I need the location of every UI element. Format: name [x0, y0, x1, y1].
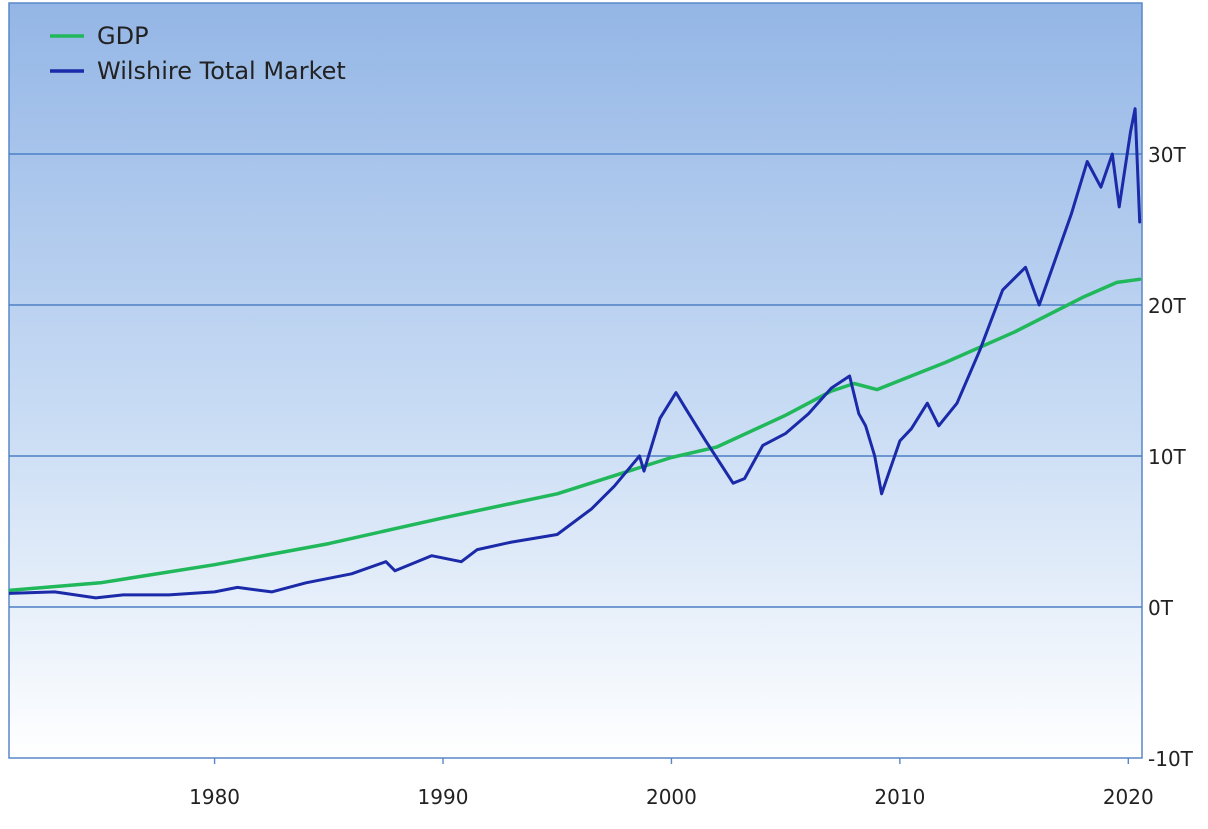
- series-line-0: [9, 277, 1142, 593]
- y-tick-label: -10T: [1148, 747, 1194, 771]
- y-axis: -10T 0T 10T 20T 30T: [1148, 143, 1194, 771]
- x-tick-label: 2000: [646, 785, 697, 809]
- x-tick-label: 2010: [874, 785, 925, 809]
- y-tick-label: 0T: [1148, 596, 1174, 620]
- grid-lines: [9, 153, 1142, 608]
- y-tick-label: 10T: [1148, 445, 1186, 469]
- y-tick-label: 30T: [1148, 143, 1186, 167]
- x-tick-label: 2020: [1103, 785, 1154, 809]
- series-line-1: [9, 107, 1142, 600]
- legend-label: GDP: [97, 22, 149, 50]
- y-tick-label: 20T: [1148, 294, 1186, 318]
- legend-label: Wilshire Total Market: [97, 57, 346, 85]
- x-tick-label: 1980: [189, 785, 240, 809]
- plot-area: [8, 2, 1143, 759]
- series-lines: [9, 107, 1142, 600]
- x-axis: 1980 1990 2000 2010 2020: [189, 758, 1154, 809]
- legend: GDP Wilshire Total Market: [50, 22, 346, 85]
- x-tick-label: 1990: [418, 785, 469, 809]
